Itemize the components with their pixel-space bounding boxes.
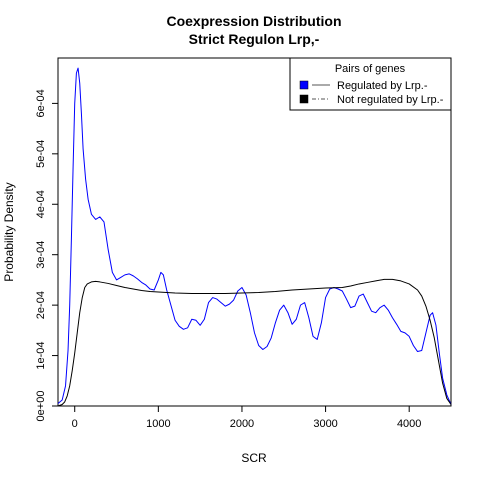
y-axis: 0e+00 1e-04 2e-04 3e-04 4e-04 5e-04 6e-04 <box>35 89 58 421</box>
x-axis: 0 1000 2000 3000 4000 <box>72 406 421 430</box>
legend: Pairs of genes Regulated by Lrp.- Not re… <box>289 57 452 111</box>
x-tick-label: 4000 <box>397 418 421 430</box>
x-tick-label: 2000 <box>230 418 254 430</box>
y-tick-label: 5e-04 <box>35 140 47 168</box>
y-tick-label: 1e-04 <box>35 341 47 369</box>
legend-box <box>289 57 452 111</box>
y-axis-label: Probability Density <box>2 182 16 281</box>
series-layer <box>57 67 452 407</box>
x-axis-label: SCR <box>241 451 267 465</box>
series-line-regulated <box>57 67 452 405</box>
x-tick-label: 1000 <box>146 418 170 430</box>
series-line-not-regulated <box>57 278 452 407</box>
x-tick-label: 3000 <box>313 418 337 430</box>
legend-swatch-regulated <box>299 80 309 90</box>
x-tick-label: 0 <box>72 418 78 430</box>
legend-label-not-regulated: Not regulated by Lrp.- <box>337 94 444 106</box>
y-tick-label: 6e-04 <box>35 89 47 117</box>
y-tick-label: 3e-04 <box>35 241 47 269</box>
chart-title: Coexpression Distribution <box>166 13 341 29</box>
plot-frame <box>57 57 452 407</box>
legend-swatch-not-regulated <box>299 94 309 104</box>
legend-title: Pairs of genes <box>335 63 406 75</box>
y-tick-label: 0e+00 <box>35 391 47 422</box>
y-tick-label: 4e-04 <box>35 190 47 218</box>
chart-subtitle: Strict Regulon Lrp,- <box>189 31 320 47</box>
y-tick-label: 2e-04 <box>35 291 47 319</box>
legend-label-regulated: Regulated by Lrp.- <box>337 80 428 92</box>
